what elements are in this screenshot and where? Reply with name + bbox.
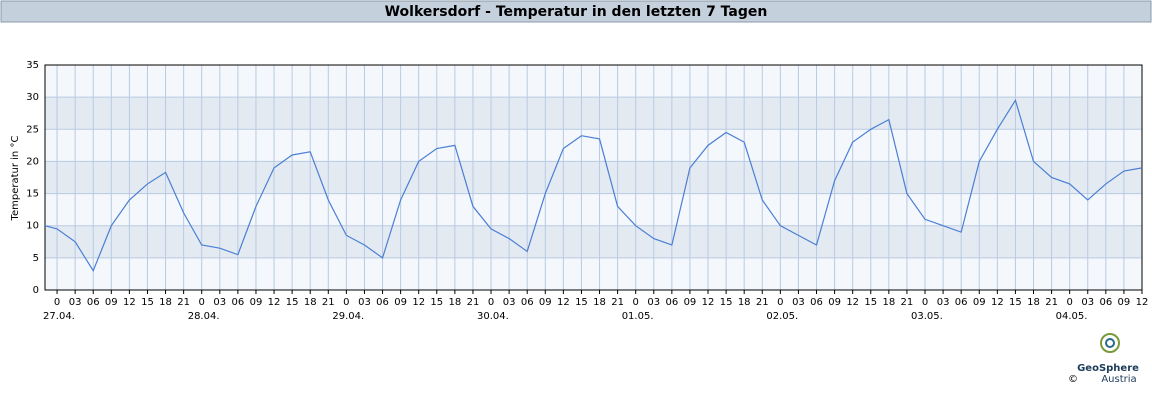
y-tick-label: 10 — [26, 221, 39, 232]
x-tick-label: 15 — [864, 297, 877, 308]
x-tick-label: 03 — [213, 297, 226, 308]
x-tick-label: 06 — [232, 297, 245, 308]
x-tick-label: 21 — [177, 297, 190, 308]
logo: GeoSphere © Austria — [1068, 333, 1139, 385]
x-tick-label: 03 — [937, 297, 950, 308]
x-tick-label: 18 — [159, 297, 172, 308]
x-tick-label: 0 — [633, 297, 639, 308]
x-date-label: 02.05. — [766, 311, 798, 322]
x-date-label: 29.04. — [332, 311, 364, 322]
x-tick-label: 12 — [412, 297, 425, 308]
x-tick-label: 21 — [1045, 297, 1058, 308]
x-tick-label: 18 — [1027, 297, 1040, 308]
band — [45, 257, 1142, 290]
band — [45, 129, 1142, 162]
x-tick-label: 03 — [792, 297, 805, 308]
x-tick-label: 0 — [54, 297, 60, 308]
x-tick-label: 0 — [343, 297, 349, 308]
logo-icon — [1100, 333, 1120, 353]
x-date-label: 28.04. — [188, 311, 220, 322]
y-tick-label: 0 — [33, 285, 39, 296]
x-tick-label: 18 — [882, 297, 895, 308]
x-tick-label: 21 — [901, 297, 914, 308]
y-tick-label: 30 — [26, 92, 39, 103]
x-tick-label: 06 — [1099, 297, 1112, 308]
x-date-label: 03.05. — [911, 311, 943, 322]
title-bar — [0, 0, 1152, 23]
x-tick-label: 12 — [991, 297, 1004, 308]
x-date-label: 01.05. — [622, 311, 654, 322]
chart-title: Wolkersdorf - Temperatur in den letzten … — [385, 4, 768, 20]
plot-frame — [44, 64, 1143, 291]
y-tick-label: 25 — [26, 124, 39, 135]
x-tick-label: 21 — [756, 297, 769, 308]
x-tick-label: 15 — [720, 297, 733, 308]
x-tick-label: 21 — [322, 297, 335, 308]
x-tick-label: 09 — [1118, 297, 1131, 308]
x-tick-label: 06 — [955, 297, 968, 308]
x-tick-label: 15 — [430, 297, 443, 308]
x-tick-label: 15 — [286, 297, 299, 308]
x-tick-label: 09 — [684, 297, 697, 308]
x-tick-label: 12 — [123, 297, 136, 308]
band — [45, 97, 1142, 130]
x-tick-label: 15 — [141, 297, 154, 308]
copyright: © — [1068, 374, 1078, 385]
x-tick-label: 21 — [611, 297, 624, 308]
line — [44, 98, 1143, 273]
y-axis-label: Temperatur in °C — [10, 136, 21, 222]
x-tick-label: 09 — [539, 297, 552, 308]
x-tick-label: 03 — [358, 297, 371, 308]
x-tick-label: 06 — [521, 297, 534, 308]
x-tick-label: 12 — [557, 297, 570, 308]
x-tick-label: 09 — [394, 297, 407, 308]
x-tick-label: 03 — [69, 297, 82, 308]
x-tick-label: 09 — [250, 297, 263, 308]
band — [45, 161, 1142, 194]
x-tick-label: 0 — [1066, 297, 1072, 308]
x-tick-label: 03 — [503, 297, 516, 308]
y-tick-label: 35 — [26, 60, 39, 71]
x-date-label: 27.04. — [43, 311, 75, 322]
x-tick-label: 0 — [199, 297, 205, 308]
x-tick-label: 21 — [467, 297, 480, 308]
logo-sub: Austria — [1101, 374, 1136, 385]
y-tick-label: 15 — [26, 189, 39, 200]
x-tick-label: 09 — [828, 297, 841, 308]
x-tick-label: 15 — [575, 297, 588, 308]
x-date-label: 30.04. — [477, 311, 509, 322]
x-tick-label: 09 — [105, 297, 118, 308]
x-tick-label: 06 — [810, 297, 823, 308]
band — [45, 65, 1142, 98]
x-tick-label: 09 — [973, 297, 986, 308]
x-tick-label: 03 — [647, 297, 660, 308]
x-tick-label: 18 — [738, 297, 751, 308]
x-tick-label: 06 — [87, 297, 100, 308]
x-date-label: 04.05. — [1056, 311, 1088, 322]
x-tick-label: 06 — [665, 297, 678, 308]
x-tick-label: 18 — [304, 297, 317, 308]
x-tick-label: 18 — [593, 297, 606, 308]
logo-icon — [1105, 338, 1115, 348]
y-tick-label: 5 — [33, 253, 39, 264]
x-tick-label: 03 — [1081, 297, 1094, 308]
band — [45, 225, 1142, 258]
x-tick-label: 06 — [376, 297, 389, 308]
x-tick-label: 12 — [846, 297, 859, 308]
logo-name: GeoSphere — [1077, 363, 1139, 374]
x-tick-label: 12 — [702, 297, 715, 308]
band — [45, 193, 1142, 226]
x-tick-label: 18 — [449, 297, 462, 308]
y-tick-label: 20 — [26, 156, 39, 167]
x-tick-label: 0 — [488, 297, 494, 308]
x-tick-label: 0 — [777, 297, 783, 308]
x-tick-label: 12 — [1136, 297, 1149, 308]
x-tick-label: 12 — [268, 297, 281, 308]
x-tick-label: 15 — [1009, 297, 1022, 308]
x-tick-label: 0 — [922, 297, 928, 308]
